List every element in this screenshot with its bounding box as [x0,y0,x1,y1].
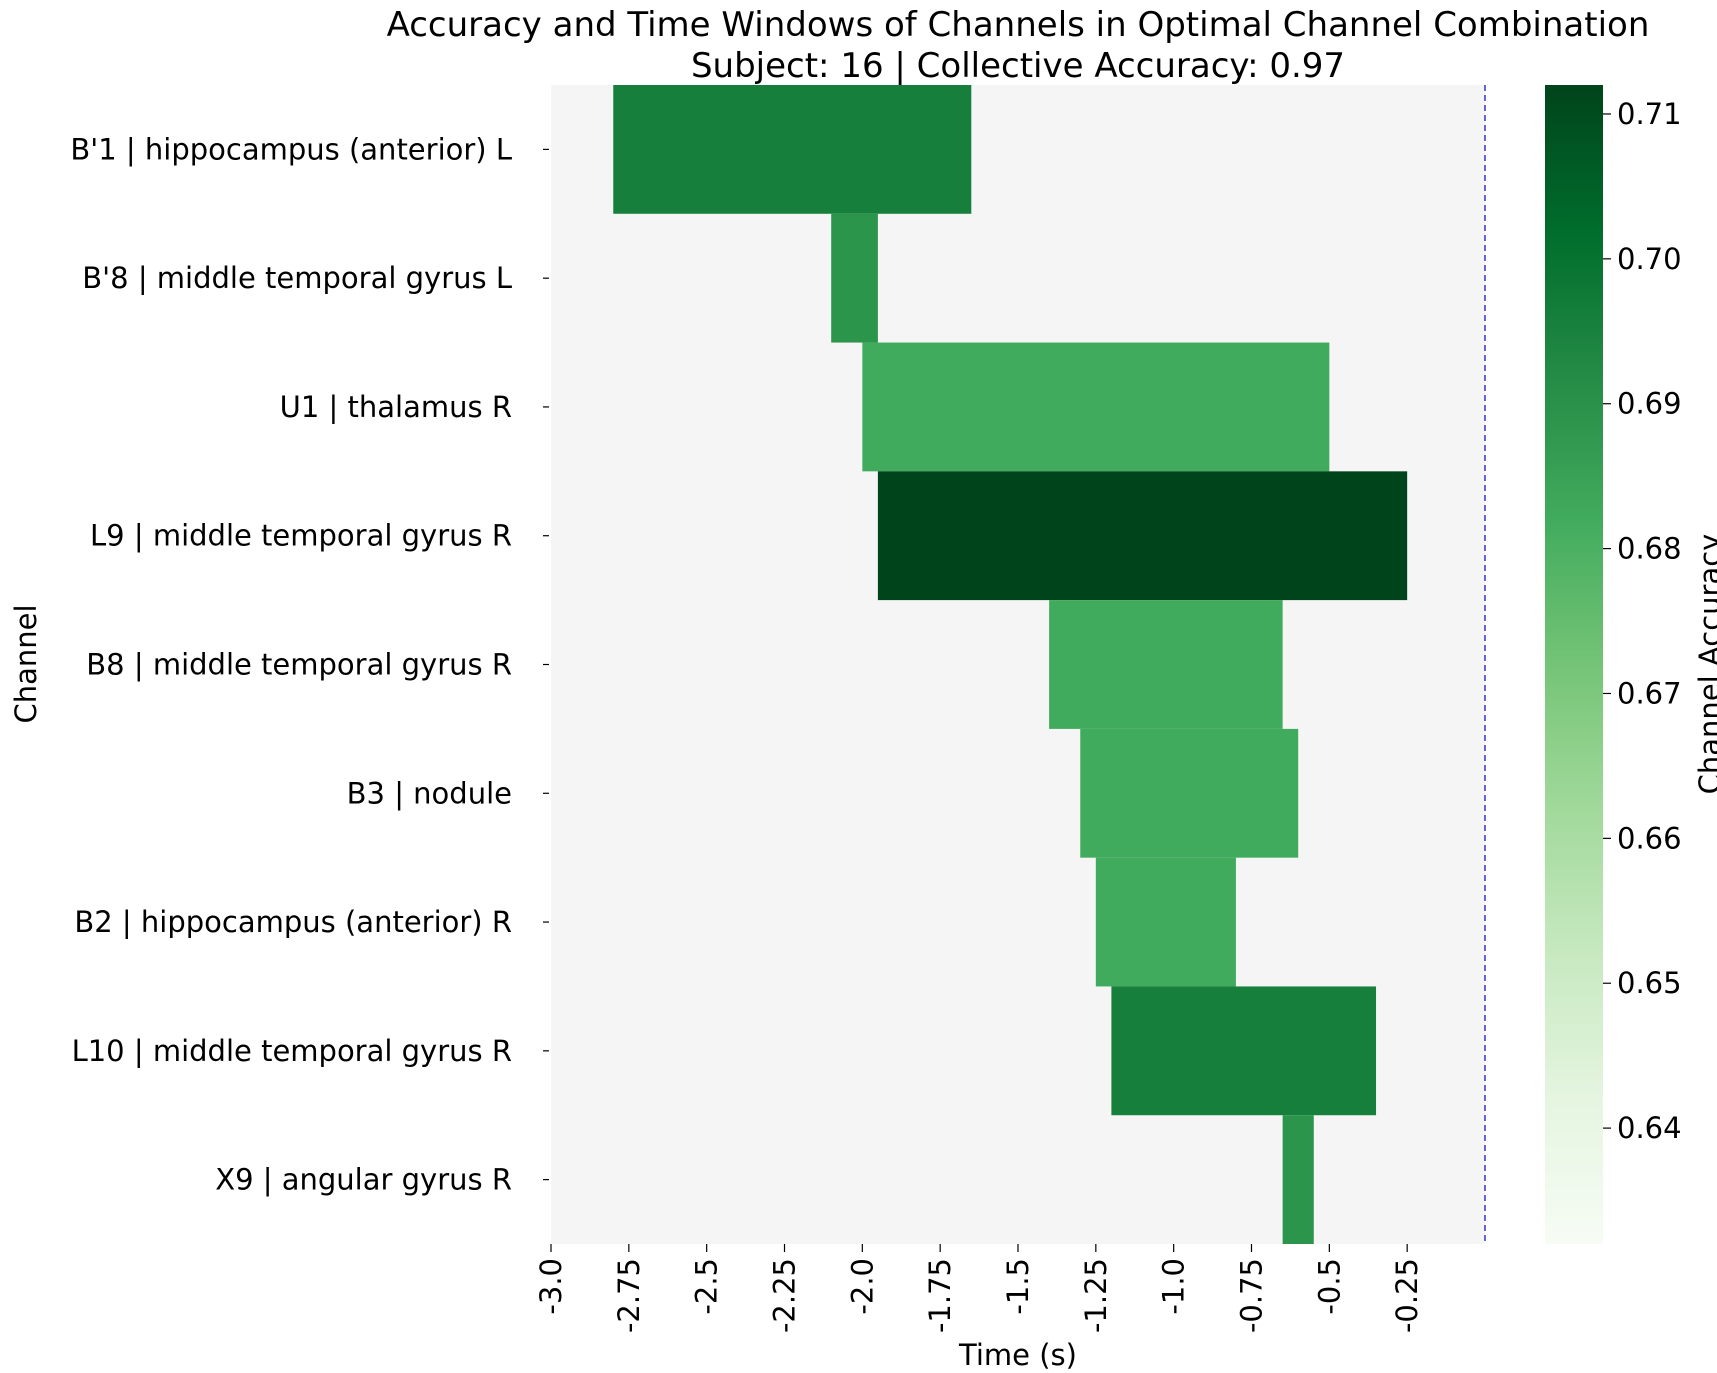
bars-group [613,85,1408,1244]
y-tick-label: L10 | middle temporal gyrus R [72,1034,512,1068]
colorbar-tick-label: 0.69 [1617,387,1682,421]
colorbar-label: Channel Accuracy [1693,534,1717,795]
y-tick-label: B3 | nodule [347,776,512,810]
x-tick-label: -0.75 [1235,1258,1269,1333]
x-axis-label: Time (s) [958,1338,1077,1372]
x-tick-label: -2.5 [690,1258,724,1315]
y-tick-label: U1 | thalamus R [280,390,512,424]
y-tick-label: B'8 | middle temporal gyrus L [82,261,512,295]
x-tick-label: -2.75 [612,1258,646,1333]
x-tick-label: -1.25 [1079,1258,1113,1333]
colorbar-tick-label: 0.65 [1617,966,1682,1000]
colorbar-tick-label: 0.71 [1617,97,1682,131]
y-tick-label: B'1 | hippocampus (anterior) L [70,132,512,166]
x-tick-label: -0.25 [1390,1258,1424,1333]
channel-bar [1282,1115,1314,1244]
y-tick-label: L9 | middle temporal gyrus R [90,519,512,553]
x-tick-label: -0.5 [1312,1258,1346,1315]
colorbar [1545,85,1603,1244]
y-tick-label: X9 | angular gyrus R [215,1163,512,1197]
channel-bar [1095,857,1236,987]
x-tick-label: -3.0 [534,1258,568,1315]
x-tick-label: -2.0 [845,1258,879,1315]
channel-bar [1049,600,1283,729]
x-tick-label: -1.0 [1157,1258,1191,1315]
channel-bar [613,85,972,214]
colorbar-ticks: 0.64 0.65 0.66 0.67 0.68 0.69 0.70 0.71 [1603,97,1682,1145]
channel-bar [862,342,1330,472]
x-axis: -3.0 -2.75 -2.5 -2.25 -2.0 -1.75 -1.5 -1.25 -1.0… [534,1244,1424,1333]
colorbar-tick-label: 0.70 [1617,242,1682,276]
chart-subtitle: Subject: 16 | Collective Accuracy: 0.97 [691,46,1345,86]
y-tick-label: B2 | hippocampus (anterior) R [74,905,512,939]
channel-bar [877,471,1408,601]
colorbar-tick-label: 0.68 [1617,532,1682,566]
channel-bar [1080,728,1299,858]
channel-bar [831,213,878,343]
y-axis-label: Channel [9,604,43,723]
colorbar-tick-label: 0.67 [1617,676,1682,710]
x-tick-label: -2.25 [768,1258,802,1333]
y-tick-label: B8 | middle temporal gyrus R [86,648,512,682]
chart-title: Accuracy and Time Windows of Channels in… [387,5,1650,45]
channel-bar [1111,986,1377,1116]
x-tick-label: -1.75 [923,1258,957,1333]
colorbar-tick-label: 0.64 [1617,1111,1682,1145]
x-tick-label: -1.5 [1001,1258,1035,1315]
y-axis: B'1 | hippocampus (anterior) L B'8 | midd… [70,132,549,1197]
colorbar-tick-label: 0.66 [1617,821,1682,855]
